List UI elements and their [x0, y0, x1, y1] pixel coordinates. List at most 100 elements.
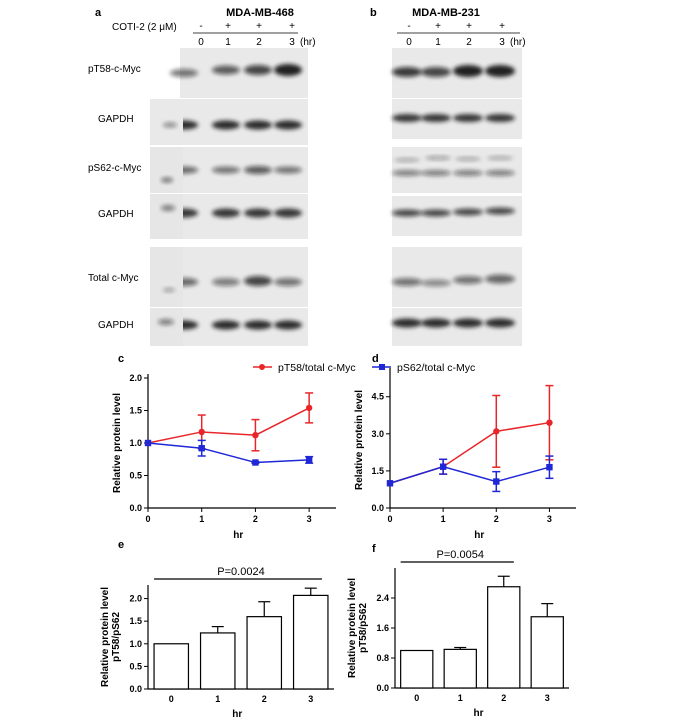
chart-f-ytick-0: 0.0: [376, 683, 389, 693]
chart-f-ylabel-line-1: pT58/pS62: [358, 603, 369, 653]
chart-c: 0.0 0.5 1.0 1.5 2.0 0 1 2 3 hr Relative protein le…: [112, 373, 336, 541]
chart-f: 0.0 0.8 1.6 2.4 0 1 2 3 hr Relative protein level…: [347, 549, 569, 719]
blot-a-band-3-1: [212, 208, 240, 218]
chart-c-ytick-2: 1.0: [129, 438, 142, 448]
blot-a-sign-1: +: [225, 21, 231, 32]
blot-b-sign-2: +: [466, 21, 472, 32]
blot-b-band-1-0: [392, 114, 422, 122]
blot-b-time-2: 2: [466, 37, 472, 48]
row-label-gapdh-3: GAPDH: [98, 320, 134, 331]
blot-a-marker-band-0: [161, 177, 173, 183]
blot-b-band-3-0: [392, 209, 422, 217]
chart-c-xtick-3: 3: [307, 514, 312, 524]
blot-a-time-0: 0: [198, 37, 204, 48]
blot-b-band-3-2: [453, 208, 483, 216]
chart-d-point-1-2: [493, 478, 500, 485]
chart-c-point-0-2: [252, 432, 259, 439]
chart-d-xtick-3: 3: [547, 514, 552, 524]
blot-a-band-5-2: [244, 320, 272, 330]
blot-a-marker-band-2: [163, 288, 175, 292]
blot-b-sign-0: -: [407, 21, 410, 32]
chart-e-bar-0: [153, 643, 190, 690]
chart-d-ytick-0: 0.0: [371, 503, 384, 513]
blot-b-time-0: 0: [406, 37, 412, 48]
blot-b-band-0-0: [392, 67, 422, 77]
chart-e: 0.0 0.5 1.0 1.5 2.0 0 1 2 3 hr Relative protein le…: [100, 566, 334, 720]
chart-f-xtick-3: 3: [545, 693, 550, 703]
blot-a-band-3-3: [274, 208, 302, 218]
treatment-label: COTI-2 (2 μM): [112, 22, 177, 33]
blot-b-band-5-1: [421, 318, 451, 328]
blot-b-band-1-2: [453, 114, 483, 122]
blot-a-marker-lane-1: [150, 194, 183, 239]
chart-f-sig-label: P=0.0054: [437, 549, 484, 561]
chart-d-xtick-0: 0: [387, 514, 392, 524]
chart-d-xlabel: hr: [474, 530, 484, 541]
chart-c-point-1-3: [305, 456, 313, 464]
chart-c-point-0-1: [198, 428, 205, 436]
chart-e-bar-2: [246, 616, 283, 690]
blot-a-marker-lane-2: [150, 247, 183, 307]
blot-a-band-4-1: [212, 278, 240, 286]
blot-b-upper-band-2: [455, 157, 481, 161]
blot-a-time-3: 3: [289, 37, 295, 48]
blot-b-time-1: 1: [435, 37, 441, 48]
chart-f-xtick-1: 1: [458, 693, 463, 703]
blot-a-marker-lane-0: [150, 147, 183, 193]
chart-d-series-line-1: [389, 465, 550, 484]
blot-b-band-2-1: [421, 170, 451, 176]
blot-b-row-2: [392, 147, 522, 193]
chart-e-xtick-3: 3: [308, 694, 313, 704]
row-label-total: Total c-Myc: [88, 273, 139, 284]
chart-c-series-line-1: [147, 442, 310, 464]
chart-c-xlabel: hr: [233, 530, 243, 541]
blot-a-band-3-2: [244, 208, 272, 218]
blot-a-band-1-2: [244, 120, 272, 130]
blot-a-time-2: 2: [256, 37, 262, 48]
row-label-gapdh-1: GAPDH: [98, 114, 134, 125]
chart-d-ylabel: Relative protein level: [354, 390, 365, 490]
blot-b-time-unit: (hr): [510, 37, 526, 48]
chart-f-ytick-3: 2.4: [376, 593, 389, 603]
blot-a-marker-band-gapdh: [163, 122, 177, 128]
chart-d-xtick-1: 1: [441, 514, 446, 524]
chart-d-point-1-0: [386, 480, 394, 487]
blot-b-band-4-2: [453, 276, 483, 284]
chart-e-ytick-0: 0.0: [129, 684, 142, 694]
chart-c-ytick-3: 1.5: [129, 406, 142, 416]
chart-c-point-1-1: [198, 445, 205, 452]
chart-f-bar-0: [400, 649, 434, 689]
blot-b-time-3: 3: [499, 37, 505, 48]
legend-marker-pt58: [259, 364, 265, 370]
blot-b-band-4-3: [485, 274, 515, 284]
chart-e-ylabel-line-0: Relative protein level: [100, 587, 111, 687]
blot-b-band-0-2: [453, 65, 483, 77]
chart-d-point-0-3: [546, 419, 553, 426]
chart-e-ytick-3: 1.5: [129, 616, 142, 626]
blot-b-upper-band-3: [487, 156, 513, 160]
blot-b-sign-3: +: [499, 21, 505, 32]
row-label-ps62: pS62-c-Myc: [88, 163, 141, 174]
panel-label-f: f: [372, 543, 376, 555]
chart-f-xlabel: hr: [474, 708, 484, 719]
blot-a-band-0-0: [170, 69, 198, 77]
blot-a-band-2-2: [244, 166, 272, 174]
blot-a-band-4-2: [244, 276, 272, 286]
legend-label-ps62: pS62/total c-Myc: [397, 362, 475, 374]
chart-c-ytick-4: 2.0: [129, 373, 142, 383]
blot-b-band-1-3: [485, 114, 515, 122]
panel-label-e: e: [118, 539, 124, 551]
blot-a-time-unit: (hr): [300, 37, 316, 48]
chart-f-bar-1: [443, 648, 477, 689]
blot-a-band-1-3: [274, 120, 302, 130]
chart-d-ytick-3: 4.5: [371, 392, 384, 402]
blot-b-title: MDA-MB-231: [412, 7, 480, 19]
blot-a-marker-lane-gapdh: [150, 99, 183, 145]
blot-a-band-5-3: [274, 320, 302, 330]
chart-f-ytick-2: 1.6: [376, 623, 389, 633]
blot-a-band-2-3: [274, 166, 302, 174]
blot-a-marker-band-3: [158, 319, 174, 325]
blot-b-band-5-3: [485, 318, 515, 328]
chart-e-ytick-1: 0.5: [129, 661, 142, 671]
